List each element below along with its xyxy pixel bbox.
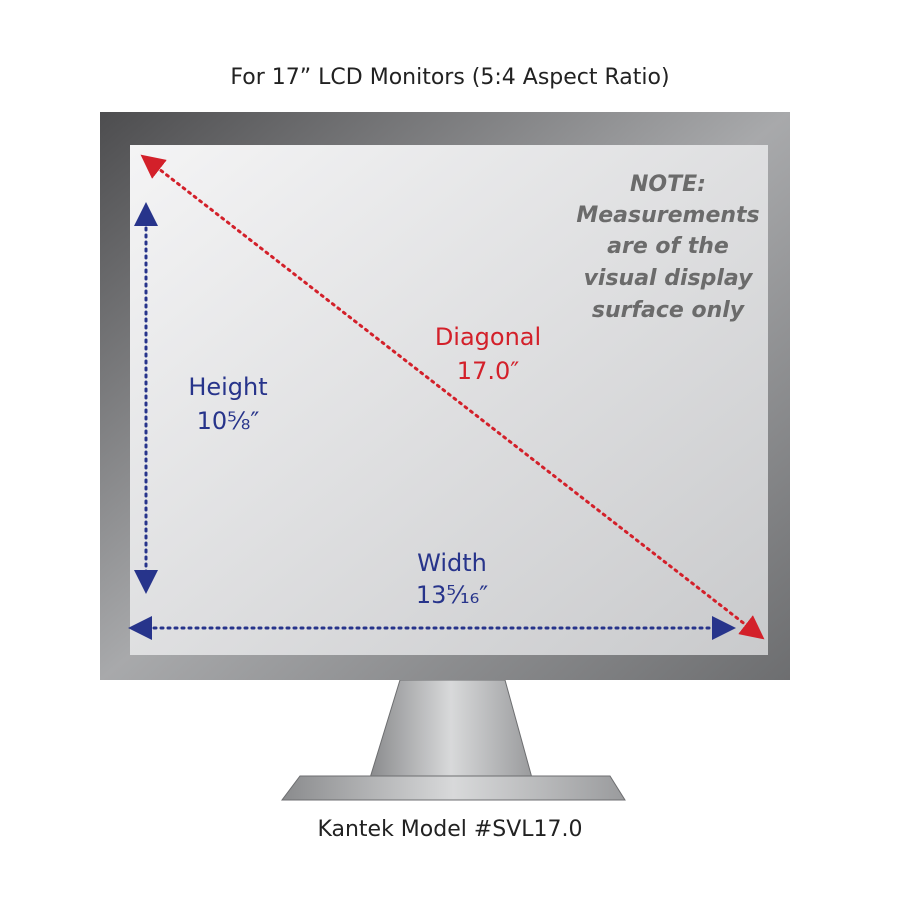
height-value: 10⅝″ <box>197 407 260 435</box>
width-label: Width <box>417 549 487 577</box>
note-line: visual display <box>584 266 755 291</box>
note-line: surface only <box>592 298 746 323</box>
stand-neck <box>369 679 533 779</box>
height-label: Height <box>188 373 267 401</box>
diagonal-arrow <box>140 154 765 640</box>
diagonal-value: 17.0″ <box>457 357 519 385</box>
title: For 17” LCD Monitors (5:4 Aspect Ratio) <box>230 65 669 90</box>
diagonal-label: Diagonal <box>435 323 541 351</box>
width-value: 13⁵⁄₁₆″ <box>416 581 488 609</box>
note-line: Measurements <box>576 203 759 228</box>
stand-base <box>281 775 626 801</box>
note-line: NOTE: <box>630 172 706 197</box>
caption: Kantek Model #SVL17.0 <box>317 817 582 842</box>
note-line: are of the <box>607 234 729 259</box>
